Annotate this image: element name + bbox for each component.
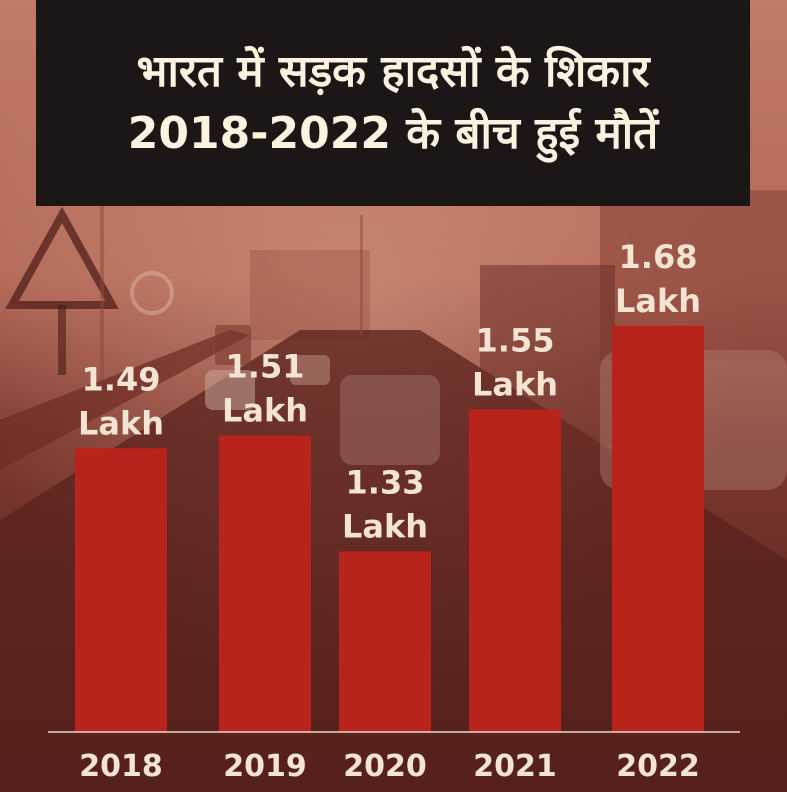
title-banner: भारत में सड़क हादसों के शिकार 2018-2022 … [36,0,750,206]
data-label-2020-value: 1.33 [346,463,425,501]
data-label-2019-unit: Lakh [222,391,308,429]
bar-2022 [612,325,704,732]
data-label-2021-value: 1.55 [476,322,555,360]
data-label-2022-unit: Lakh [615,282,701,320]
title-line-2: 2018-2022 के बीच हुई मौतें [127,108,659,159]
data-label-2020-unit: Lakh [342,507,428,545]
bar-2020 [339,551,431,732]
bar-2018 [75,448,167,732]
title-line-1: भारत में सड़क हादसों के शिकार [136,46,650,97]
x-tick-label-2018: 2018 [79,749,163,784]
data-label-2018-value: 1.49 [82,360,161,398]
data-label-2018-unit: Lakh [78,404,164,442]
data-label-2022-value: 1.68 [619,238,698,276]
x-tick-label-2020: 2020 [343,749,427,784]
x-tick-label-2022: 2022 [616,749,700,784]
x-tick-label-2019: 2019 [223,749,307,784]
data-label-2021-unit: Lakh [472,366,558,404]
bar-2019 [219,435,311,732]
data-label-2019-value: 1.51 [226,347,305,385]
x-tick-label-2021: 2021 [473,749,557,784]
bar-2021 [469,409,561,732]
